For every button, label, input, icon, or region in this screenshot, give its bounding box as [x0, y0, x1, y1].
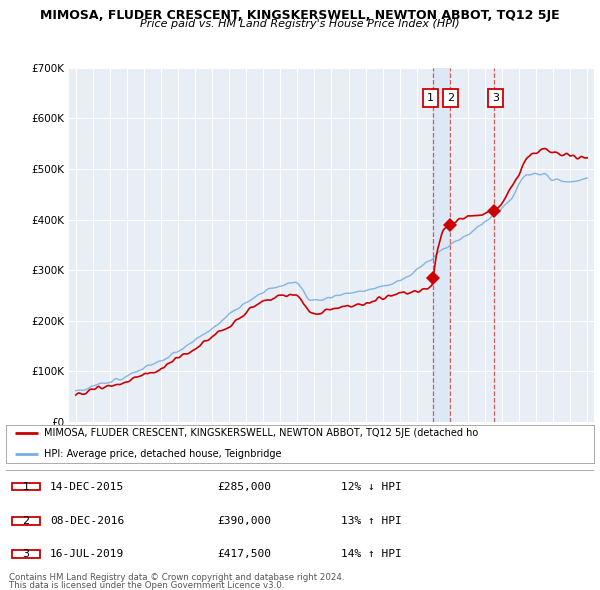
Text: 3: 3 — [493, 93, 499, 103]
Text: MIMOSA, FLUDER CRESCENT, KINGSKERSWELL, NEWTON ABBOT, TQ12 5JE (detached ho: MIMOSA, FLUDER CRESCENT, KINGSKERSWELL, … — [44, 428, 478, 438]
Text: £417,500: £417,500 — [218, 549, 272, 559]
Text: This data is licensed under the Open Government Licence v3.0.: This data is licensed under the Open Gov… — [9, 581, 284, 589]
FancyBboxPatch shape — [12, 483, 40, 490]
FancyBboxPatch shape — [12, 517, 40, 525]
Text: 16-JUL-2019: 16-JUL-2019 — [50, 549, 124, 559]
Text: 14% ↑ HPI: 14% ↑ HPI — [341, 549, 402, 559]
Text: 08-DEC-2016: 08-DEC-2016 — [50, 516, 124, 526]
Text: 1: 1 — [22, 481, 29, 491]
Text: £285,000: £285,000 — [218, 481, 272, 491]
Text: Price paid vs. HM Land Registry's House Price Index (HPI): Price paid vs. HM Land Registry's House … — [140, 19, 460, 30]
Text: 1: 1 — [427, 93, 434, 103]
Text: 13% ↑ HPI: 13% ↑ HPI — [341, 516, 402, 526]
Text: 12% ↓ HPI: 12% ↓ HPI — [341, 481, 402, 491]
Text: £390,000: £390,000 — [218, 516, 272, 526]
Text: MIMOSA, FLUDER CRESCENT, KINGSKERSWELL, NEWTON ABBOT, TQ12 5JE: MIMOSA, FLUDER CRESCENT, KINGSKERSWELL, … — [40, 9, 560, 22]
Text: 2: 2 — [22, 516, 29, 526]
Text: 14-DEC-2015: 14-DEC-2015 — [50, 481, 124, 491]
Text: 3: 3 — [22, 549, 29, 559]
Bar — [433, 68, 449, 422]
Text: 2: 2 — [447, 93, 454, 103]
Text: Contains HM Land Registry data © Crown copyright and database right 2024.: Contains HM Land Registry data © Crown c… — [9, 573, 344, 582]
Text: HPI: Average price, detached house, Teignbridge: HPI: Average price, detached house, Teig… — [44, 448, 282, 458]
FancyBboxPatch shape — [12, 550, 40, 558]
